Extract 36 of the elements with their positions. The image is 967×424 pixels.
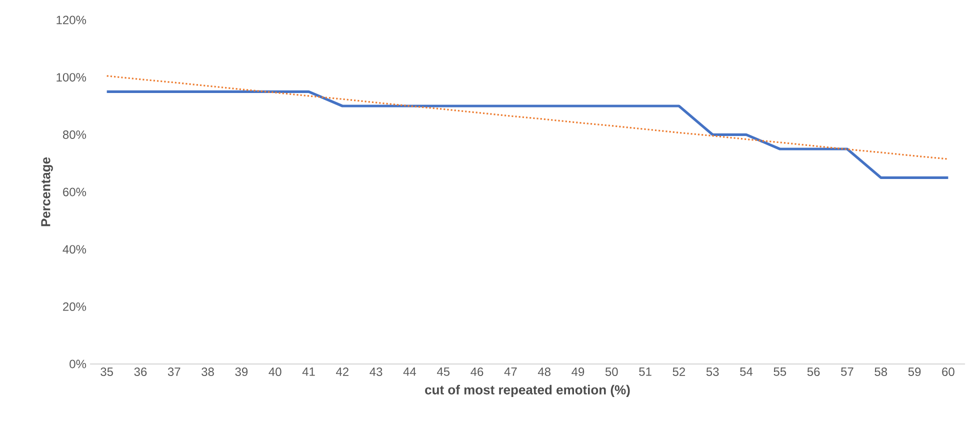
- y-tick-label: 80%: [62, 130, 86, 139]
- x-tick-label: 38: [202, 368, 214, 376]
- x-tick-label: 51: [639, 368, 652, 376]
- x-tick-label: 43: [370, 368, 382, 376]
- x-tick-label: 35: [100, 368, 113, 376]
- y-tick-label: 100%: [56, 73, 86, 82]
- x-tick-label: 44: [403, 368, 416, 376]
- x-tick-label: 54: [740, 368, 753, 376]
- x-tick-label: 45: [436, 368, 450, 376]
- y-tick-label: 40%: [62, 245, 86, 254]
- x-tick-label: 37: [168, 368, 180, 376]
- x-tick-label: 56: [807, 368, 820, 376]
- x-tick-label: 42: [336, 368, 348, 376]
- y-tick-label: 60%: [63, 188, 86, 196]
- x-axis-title: cut of most repeated emotion (%): [425, 384, 630, 398]
- x-tick-label: 49: [572, 368, 584, 376]
- x-tick-label: 52: [672, 368, 686, 376]
- y-tick-label: 0%: [70, 360, 86, 368]
- x-tick-label: 41: [302, 368, 315, 376]
- y-tick-label: 120%: [56, 16, 86, 24]
- x-tick-label: 53: [706, 368, 719, 376]
- x-tick-label: 60: [942, 368, 954, 376]
- x-tick-label: 57: [841, 368, 854, 376]
- x-tick-label: 50: [605, 368, 618, 376]
- x-tick-label: 59: [908, 368, 921, 376]
- x-tick-label: 36: [134, 368, 147, 376]
- x-tick-label: 46: [470, 368, 484, 376]
- x-tick-label: 40: [268, 368, 282, 376]
- x-tick-label: 55: [774, 368, 786, 376]
- y-axis-title: Percentage: [41, 157, 53, 226]
- x-tick-label: 58: [874, 368, 888, 376]
- y-tick-label: 20%: [63, 302, 86, 311]
- line-series: [106, 75, 949, 160]
- x-tick-label: 47: [504, 368, 517, 376]
- x-tick-label: 48: [538, 368, 550, 376]
- x-tick-label: 39: [235, 368, 248, 376]
